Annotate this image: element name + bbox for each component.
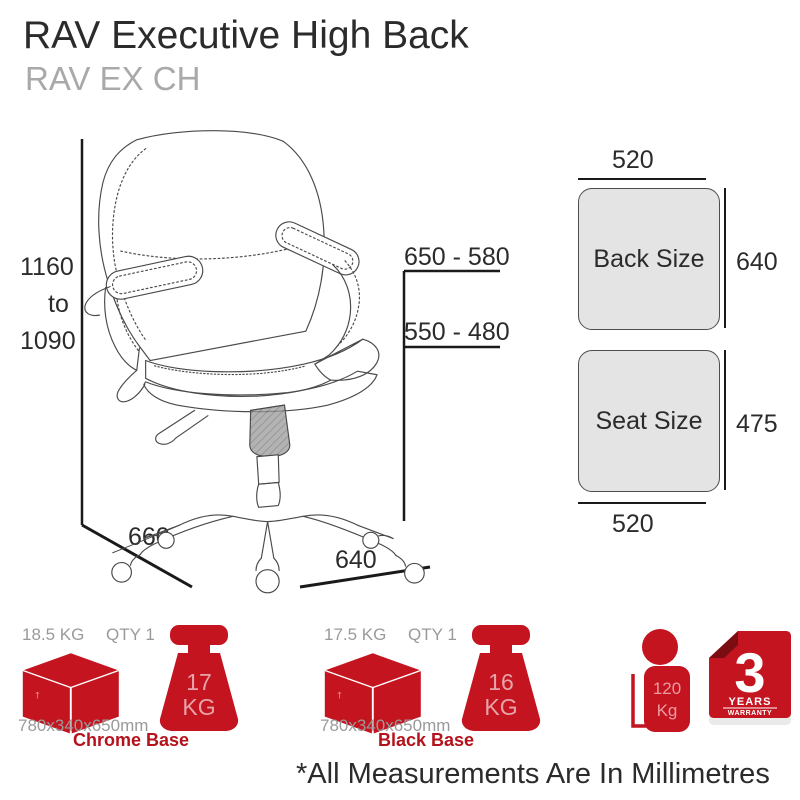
svg-text:640: 640 bbox=[335, 546, 377, 574]
svg-text:16: 16 bbox=[488, 669, 514, 695]
svg-text:Kg: Kg bbox=[657, 701, 678, 720]
svg-text:120: 120 bbox=[653, 679, 681, 698]
svg-text:650 - 580: 650 - 580 bbox=[404, 243, 510, 271]
svg-text:WARRANTY: WARRANTY bbox=[728, 710, 772, 717]
svg-text:1160: 1160 bbox=[20, 253, 74, 281]
svg-text:YEARS: YEARS bbox=[729, 696, 772, 708]
svg-text:KG: KG bbox=[484, 694, 517, 720]
svg-text:3: 3 bbox=[734, 641, 765, 704]
svg-text:1090: 1090 bbox=[20, 327, 76, 355]
svg-text:to: to bbox=[48, 290, 69, 318]
svg-text:550 - 480: 550 - 480 bbox=[404, 318, 510, 346]
